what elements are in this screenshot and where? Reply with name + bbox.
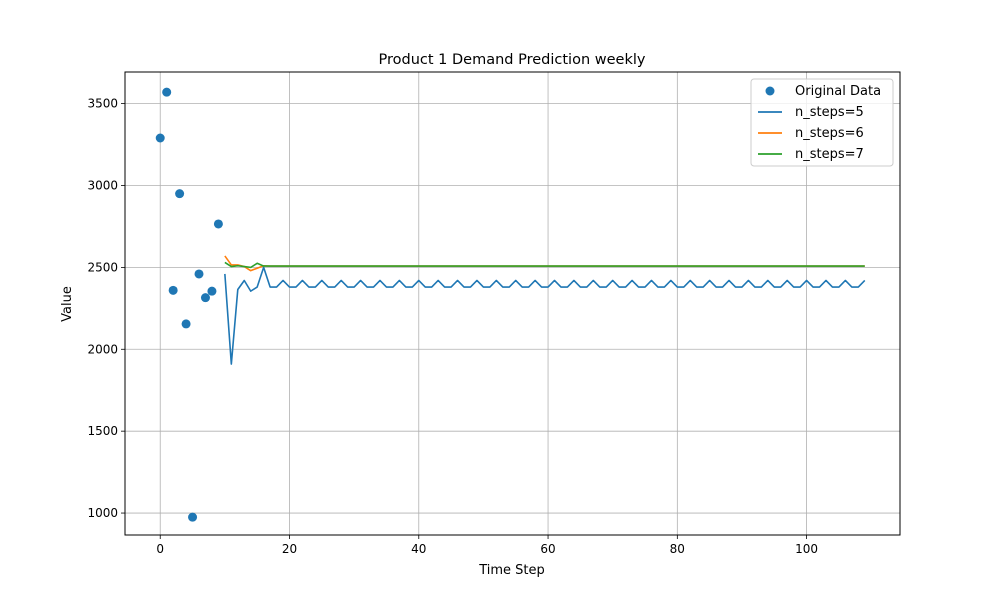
original-data-point — [155, 133, 165, 143]
original-data-point — [200, 293, 210, 303]
original-data-point — [194, 269, 204, 279]
series-lines — [224, 255, 866, 365]
original-data-point — [207, 286, 217, 296]
y-tick-label: 1500 — [87, 424, 118, 438]
y-tick-label: 2500 — [87, 260, 118, 274]
original-data-point — [162, 87, 172, 97]
legend: Original Data n_steps=5 n_steps=6 n_step… — [750, 78, 894, 167]
x-axis-ticks: 0 20 40 60 80 100 — [156, 535, 818, 556]
x-axis-label: Time Step — [478, 563, 545, 578]
series-line-n-steps-7 — [224, 261, 865, 269]
legend-frame — [750, 78, 894, 167]
y-tick-label: 1000 — [87, 506, 118, 520]
legend-marker-original-data — [765, 86, 775, 96]
chart-title: Product 1 Demand Prediction weekly — [379, 52, 646, 68]
legend-label-n-steps-7: n_steps=7 — [795, 147, 864, 162]
original-data-point — [188, 512, 198, 522]
y-tick-label: 3000 — [87, 178, 118, 192]
x-tick-label: 40 — [411, 542, 426, 556]
x-tick-label: 0 — [156, 542, 164, 556]
original-data-point — [168, 285, 178, 295]
legend-label-original-data: Original Data — [795, 84, 881, 99]
legend-label-n-steps-5: n_steps=5 — [795, 105, 864, 120]
y-axis-ticks: 1000 1500 2000 2500 3000 3500 — [87, 97, 125, 520]
y-axis-label: Value — [60, 286, 75, 322]
x-tick-label: 100 — [795, 542, 818, 556]
y-tick-label: 3500 — [87, 97, 118, 111]
series-line-n-steps-5 — [224, 266, 866, 365]
x-tick-label: 20 — [282, 542, 297, 556]
x-tick-label: 80 — [670, 542, 685, 556]
x-tick-label: 60 — [540, 542, 555, 556]
plot-area-frame — [124, 71, 901, 536]
original-data-points — [155, 87, 223, 522]
legend-label-n-steps-6: n_steps=6 — [795, 126, 864, 141]
original-data-point — [175, 189, 185, 199]
y-tick-label: 2000 — [87, 342, 118, 356]
original-data-point — [181, 319, 191, 329]
series-line-n-steps-6 — [224, 255, 865, 272]
original-data-point — [213, 219, 223, 229]
